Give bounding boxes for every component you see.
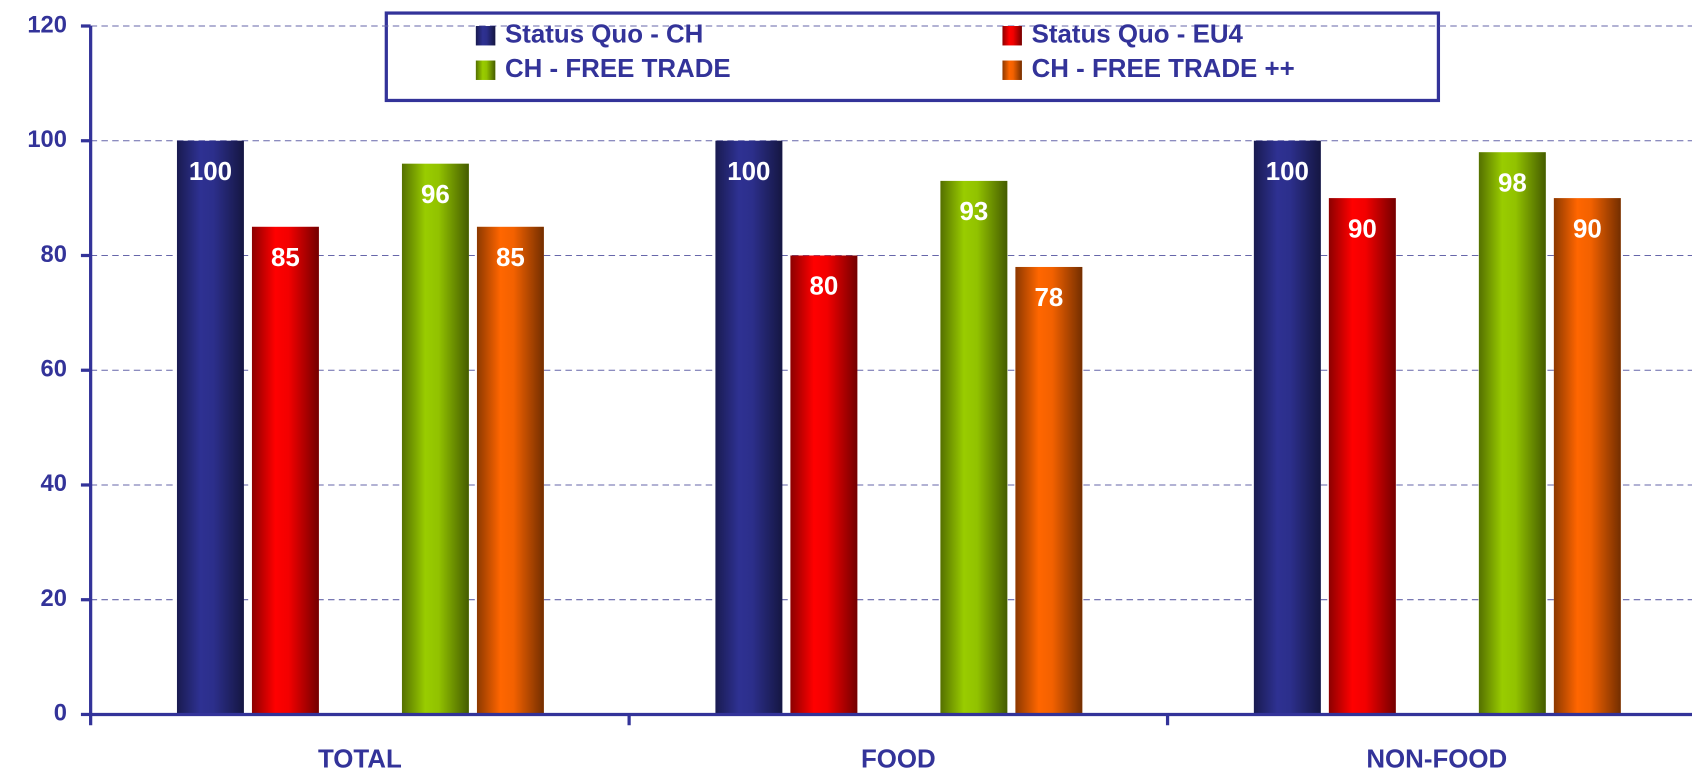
bar-shade [1478, 152, 1546, 715]
bar-shade [715, 140, 783, 715]
y-tick-label: 0 [54, 701, 67, 727]
y-tick-label: 40 [41, 471, 67, 497]
data-label: 85 [271, 244, 300, 272]
legend-label: CH - FREE TRADE ++ [1032, 55, 1295, 83]
data-label: 100 [189, 158, 232, 186]
legend-swatch-shade [1002, 60, 1022, 80]
data-label: 80 [809, 273, 838, 301]
legend-swatch-shade [475, 60, 496, 80]
bar-shade [1553, 198, 1621, 715]
legend-label: Status Quo - CH [505, 21, 703, 49]
bar-shade [251, 226, 319, 715]
data-label: 93 [959, 198, 988, 226]
bar-shade [176, 140, 244, 715]
bar-shade [1253, 140, 1321, 715]
data-label: 90 [1348, 215, 1377, 243]
data-label: 90 [1573, 215, 1602, 243]
data-label: 96 [421, 181, 450, 209]
y-tick-label: 100 [27, 127, 67, 153]
legend-label: Status Quo - EU4 [1032, 21, 1244, 49]
data-label: 78 [1034, 284, 1063, 312]
legend-box [384, 11, 1441, 103]
legend-label: CH - FREE TRADE [505, 55, 731, 83]
data-label: 100 [727, 158, 770, 186]
bar-shade [790, 255, 858, 715]
x-tick-label: NON-FOOD [1366, 746, 1507, 774]
y-tick-label: 120 [27, 12, 67, 38]
legend-swatch-shade [1002, 26, 1022, 46]
bar-shade [476, 226, 544, 715]
data-label: 98 [1498, 169, 1527, 197]
legend-swatch-shade [475, 26, 496, 46]
x-tick-label: TOTAL [318, 746, 402, 774]
data-label: 85 [496, 244, 525, 272]
bar-shade [1015, 266, 1083, 715]
bar-shade [401, 163, 469, 715]
y-tick-label: 80 [41, 242, 67, 268]
y-tick-label: 20 [41, 586, 67, 612]
y-tick-label: 60 [41, 357, 67, 383]
x-tick-label: FOOD [861, 746, 936, 774]
bar-shade [940, 180, 1008, 715]
data-label: 100 [1266, 158, 1309, 186]
bar-shade [1328, 198, 1396, 715]
